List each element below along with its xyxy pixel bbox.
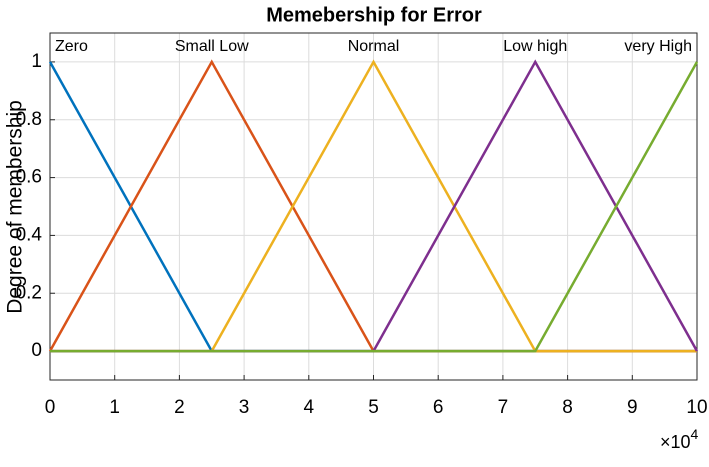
y-tick-label: 1	[31, 51, 42, 72]
x-tick-label: 1	[109, 397, 120, 418]
x-tick-label: 2	[174, 397, 185, 418]
y-tick-label: 0.8	[16, 109, 42, 130]
x-tick-label: 5	[368, 397, 379, 418]
x-tick-label: 10	[686, 397, 707, 418]
x-tick-label: 9	[627, 397, 638, 418]
series-label: Normal	[348, 38, 400, 55]
x-tick-label: 7	[498, 397, 509, 418]
y-tick-label: 0.4	[16, 224, 43, 245]
x-tick-label: 6	[433, 397, 444, 418]
series-label: very High	[624, 38, 692, 55]
y-tick-label: 0.2	[16, 282, 42, 303]
x-multiplier-exponent: 4	[691, 426, 699, 442]
y-tick-label: 0.6	[16, 167, 42, 188]
x-multiplier-base: ×10	[660, 432, 691, 452]
series-line	[50, 61, 699, 353]
x-tick-label: 4	[304, 397, 315, 418]
axes-box	[49, 32, 698, 381]
y-tick-label: 0	[31, 340, 42, 361]
x-tick-label: 8	[562, 397, 573, 418]
x-tick-label: 0	[45, 397, 56, 418]
x-multiplier: ×104	[660, 426, 699, 452]
chart-title: Memebership for Error	[266, 4, 482, 26]
series-label: Low high	[503, 38, 567, 55]
y-axis-label: Degree of membership	[4, 100, 27, 314]
series-label: Small Low	[175, 38, 249, 55]
series-label: Zero	[55, 38, 88, 55]
x-tick-label: 3	[239, 397, 250, 418]
